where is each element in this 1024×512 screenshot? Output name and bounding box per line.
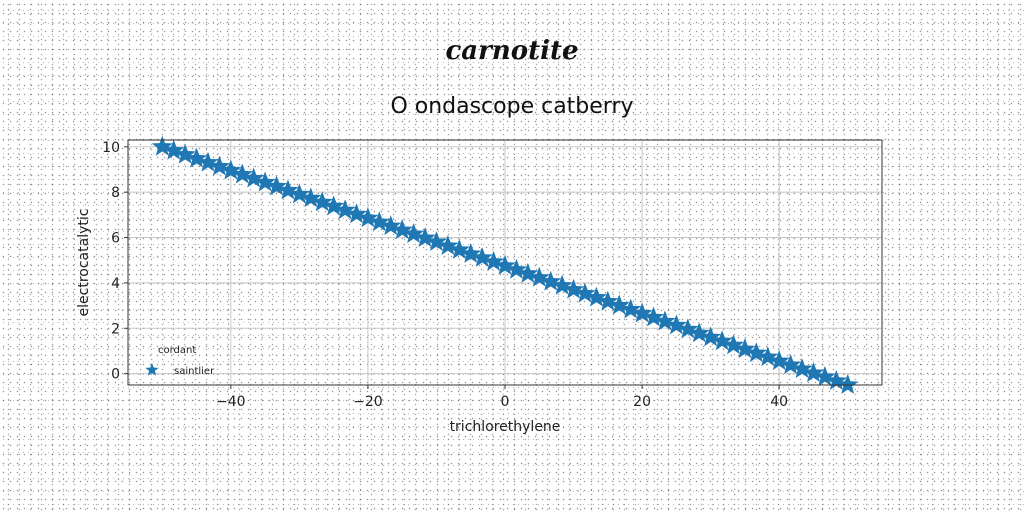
legend-star bbox=[145, 363, 159, 376]
data-point-star bbox=[825, 370, 847, 390]
data-point-star bbox=[780, 354, 802, 375]
data-point-star bbox=[323, 195, 345, 216]
data-point-star bbox=[551, 274, 573, 295]
data-point-star bbox=[300, 187, 322, 208]
y-tick-label: 8 bbox=[111, 185, 120, 201]
ticks: −40 −20 0 20 40 0 2 4 6 8 10 bbox=[102, 140, 788, 410]
data-point-star bbox=[380, 215, 402, 236]
data-point-star bbox=[768, 350, 790, 371]
data-point-star bbox=[254, 171, 276, 192]
x-tick-label: 0 bbox=[501, 394, 510, 410]
x-tick-label: 20 bbox=[633, 394, 651, 410]
data-point-star bbox=[311, 191, 333, 212]
data-point-star bbox=[151, 135, 173, 156]
data-point-star bbox=[334, 199, 356, 220]
x-tick-label: −40 bbox=[216, 394, 246, 410]
data-point-star bbox=[346, 203, 367, 224]
data-point-star bbox=[368, 211, 390, 232]
data-point-star bbox=[266, 175, 287, 196]
data-point-star bbox=[677, 318, 699, 339]
data-point-star bbox=[505, 258, 527, 279]
data-point-star bbox=[220, 159, 242, 180]
legend: cordant saintlier bbox=[145, 345, 215, 377]
data-point-star bbox=[197, 151, 219, 172]
data-point-star bbox=[700, 326, 722, 347]
y-tick-label: 2 bbox=[111, 321, 120, 337]
y-axis-label: electrocatalytic bbox=[76, 209, 92, 317]
data-point-star bbox=[631, 302, 653, 323]
data-point-star bbox=[494, 254, 516, 275]
legend-label: saintlier bbox=[174, 366, 215, 377]
data-point-star bbox=[243, 167, 265, 188]
grid bbox=[128, 140, 882, 385]
data-point-star bbox=[597, 290, 619, 311]
data-point-star bbox=[757, 346, 779, 367]
data-point-star bbox=[574, 282, 596, 303]
data-point-star bbox=[711, 330, 733, 351]
data-point-star bbox=[517, 262, 539, 283]
y-tick-label: 4 bbox=[111, 276, 120, 292]
data-point-star bbox=[231, 163, 253, 184]
data-point-star bbox=[471, 246, 493, 267]
data-point-star bbox=[802, 362, 824, 382]
data-point-star bbox=[837, 374, 859, 394]
x-axis-label: trichlorethylene bbox=[450, 419, 561, 435]
legend-title: cordant bbox=[158, 345, 196, 356]
data-point-star bbox=[174, 143, 196, 164]
data-point-star bbox=[745, 342, 767, 363]
data-point-star bbox=[814, 366, 836, 386]
figure-title: carnotite bbox=[445, 36, 579, 66]
data-point-star bbox=[723, 334, 744, 355]
data-point-star bbox=[357, 207, 379, 228]
data-point-star bbox=[483, 250, 505, 271]
data-point-star bbox=[425, 231, 447, 251]
data-point-star bbox=[403, 223, 425, 244]
data-point-star bbox=[563, 278, 585, 299]
data-point-star bbox=[654, 310, 676, 331]
data-point-star bbox=[448, 239, 470, 259]
data-point-star bbox=[665, 314, 687, 335]
y-tick-label: 10 bbox=[102, 140, 120, 156]
data-point-star bbox=[277, 179, 299, 200]
data-point-star bbox=[163, 139, 185, 160]
data-point-star bbox=[688, 322, 710, 343]
data-point-star bbox=[620, 298, 642, 319]
data-point-star bbox=[460, 242, 482, 263]
x-tick-label: −20 bbox=[353, 394, 383, 410]
chart-title: O ondascope catberry bbox=[390, 94, 634, 119]
legend-marker-star-icon bbox=[145, 363, 159, 376]
y-tick-label: 6 bbox=[111, 231, 120, 247]
data-point-star bbox=[608, 294, 630, 315]
y-tick-label: 0 bbox=[111, 367, 120, 383]
series-saintlier bbox=[151, 135, 859, 394]
data-point-star bbox=[391, 219, 413, 240]
data-point-star bbox=[528, 266, 550, 287]
data-point-star bbox=[791, 358, 813, 379]
data-point-star bbox=[208, 155, 230, 176]
x-tick-label: 40 bbox=[770, 394, 788, 410]
data-point-star bbox=[585, 286, 607, 307]
data-point-star bbox=[288, 183, 310, 204]
data-point-star bbox=[414, 227, 436, 248]
data-point-star bbox=[643, 306, 664, 327]
data-point-star bbox=[734, 338, 756, 359]
data-point-star bbox=[437, 235, 459, 255]
data-point-star bbox=[186, 147, 208, 168]
data-point-star bbox=[540, 270, 562, 291]
